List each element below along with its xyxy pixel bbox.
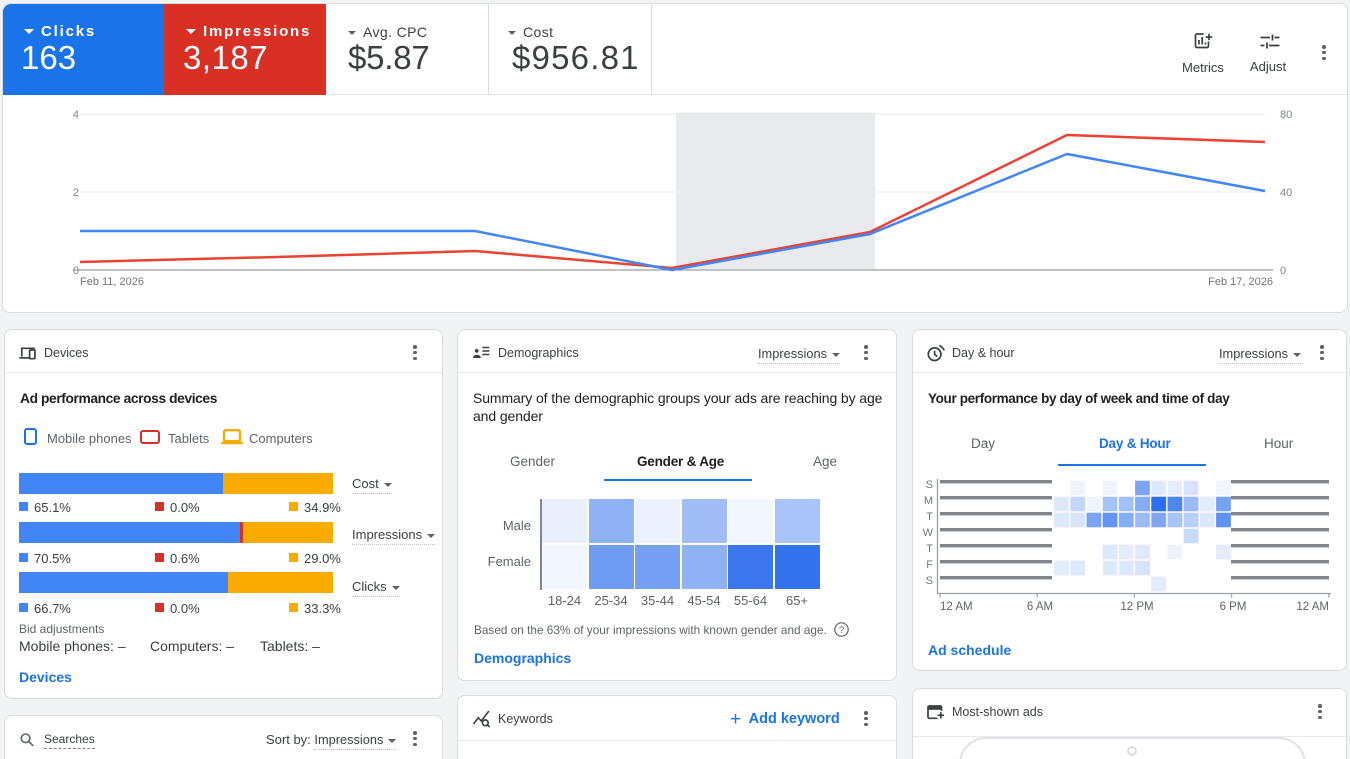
svg-text:M: M [924, 495, 933, 507]
svg-text:Feb 17, 2026: Feb 17, 2026 [1208, 276, 1273, 288]
svg-text:12 PM: 12 PM [1120, 601, 1153, 613]
svg-text:6 PM: 6 PM [1220, 601, 1247, 613]
svg-text:80: 80 [1280, 109, 1292, 121]
svg-text:S: S [926, 575, 933, 587]
svg-text:2: 2 [73, 187, 79, 199]
svg-text:T: T [926, 511, 933, 523]
svg-text:6 AM: 6 AM [1027, 601, 1053, 613]
svg-text:?: ? [839, 625, 844, 636]
svg-text:T: T [926, 543, 933, 555]
svg-text:40: 40 [1280, 187, 1292, 199]
svg-text:0: 0 [73, 265, 79, 277]
svg-text:F: F [926, 559, 933, 571]
svg-text:S: S [926, 479, 933, 491]
svg-text:W: W [923, 527, 934, 539]
svg-text:0: 0 [1280, 265, 1286, 277]
svg-text:12 AM: 12 AM [940, 601, 973, 613]
svg-text:12 AM: 12 AM [1296, 601, 1329, 613]
svg-text:4: 4 [73, 109, 79, 121]
svg-text:Feb 11, 2026: Feb 11, 2026 [80, 276, 144, 288]
